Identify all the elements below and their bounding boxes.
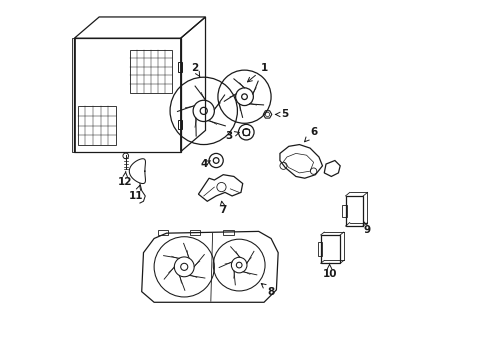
Bar <box>178 120 182 129</box>
Bar <box>317 242 321 256</box>
Bar <box>341 205 346 217</box>
Bar <box>78 106 116 145</box>
Bar <box>223 230 233 235</box>
Text: 6: 6 <box>304 127 317 142</box>
Text: 1: 1 <box>247 63 267 82</box>
Text: 8: 8 <box>261 283 274 297</box>
Bar <box>320 235 340 263</box>
Text: 5: 5 <box>275 109 288 120</box>
Text: 11: 11 <box>129 185 143 201</box>
Text: 10: 10 <box>322 264 336 279</box>
Text: 9: 9 <box>363 221 369 235</box>
Bar <box>345 196 363 226</box>
Text: 2: 2 <box>191 63 199 76</box>
Text: 3: 3 <box>224 131 239 141</box>
Text: 7: 7 <box>219 201 226 215</box>
Bar <box>71 38 75 152</box>
Text: 4: 4 <box>200 159 210 169</box>
Bar <box>178 62 182 72</box>
Text: 12: 12 <box>117 171 132 187</box>
Bar <box>157 230 168 235</box>
Bar <box>189 230 200 235</box>
Bar <box>129 50 172 93</box>
